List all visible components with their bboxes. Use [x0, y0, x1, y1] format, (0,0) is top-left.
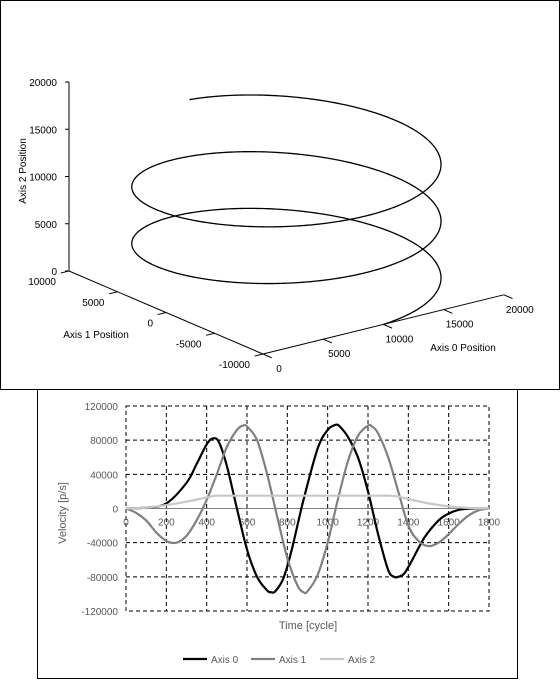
x-tick-label: 600: [239, 518, 256, 529]
x-tick-mark: [503, 294, 513, 299]
x-tick-label: 1200: [357, 518, 380, 529]
legend-label: Axis 0: [211, 655, 239, 666]
chart-3d-svg: 0 5000 10000 15000 20000 -10000 -5000 0 5000 1000…: [18, 78, 534, 375]
x-tick-mark: [323, 338, 333, 344]
chart-2d-panel: 0 200 400 600 800 1000 1200 1400 1600 1800 120000 8…: [37, 389, 518, 679]
y-axis-label: Velocity [p/s]: [57, 482, 69, 544]
x-tick-mark: [443, 309, 453, 314]
z-axis-label: Axis 2 Position: [18, 138, 29, 204]
x-tick-label: 200: [158, 518, 175, 529]
y-tick-label: 0: [112, 505, 118, 516]
y-tick-mark: [157, 312, 167, 316]
x-tick-label: 800: [279, 518, 296, 529]
legend-label: Axis 2: [348, 655, 376, 666]
x-tick-label: 20000: [506, 305, 534, 316]
x-tick-label: 15000: [446, 320, 474, 331]
x-axis-label: Time [cycle]: [279, 620, 337, 632]
x-tick-label: 1600: [438, 518, 461, 529]
y-tick-label: -120000: [81, 607, 118, 618]
helix-series-line: [131, 94, 442, 326]
series-line-axis-2: [125, 494, 490, 510]
series-line-axis-0: [125, 423, 489, 594]
legend-label: Axis 1: [279, 655, 307, 666]
z-tick-label: 10000: [29, 173, 57, 184]
x-tick-mark: [383, 323, 393, 329]
x-tick-label: 0: [123, 518, 129, 529]
x-tick-label: 0: [276, 364, 282, 375]
x-tick-mark: [262, 353, 272, 359]
y-tick-label: 80000: [90, 436, 118, 447]
y-tick-label: -10000: [219, 360, 251, 371]
z-tick-label: 15000: [29, 125, 57, 136]
legend: Axis 0 Axis 1 Axis 2: [183, 655, 376, 666]
y-tick-mark: [205, 332, 215, 336]
y-tick-label: 120000: [85, 402, 119, 413]
x-tick-label: 1400: [397, 518, 420, 529]
y-axis-label: Axis 1 Position: [63, 330, 129, 341]
chart-3d-panel: 0 5000 10000 15000 20000 -10000 -5000 0 5000 1000…: [0, 0, 560, 390]
x-tick-label: 1000: [317, 518, 340, 529]
x-tick-label: 400: [198, 518, 215, 529]
series-line-axis-1: [125, 423, 490, 595]
x-axis-label: Axis 0 Position: [430, 343, 496, 354]
x-tick-label: 10000: [385, 334, 413, 345]
x-tick-label: 1800: [478, 518, 501, 529]
y-tick-label: 10000: [28, 277, 56, 288]
x-tick-label: 5000: [328, 349, 351, 360]
z-tick-label: 20000: [29, 78, 57, 89]
z-tick-label: 0: [51, 267, 57, 278]
y-tick-mark: [254, 353, 264, 357]
y-tick-mark: [108, 291, 118, 295]
y-tick-label: -5000: [176, 339, 202, 350]
y-tick-label: 0: [147, 319, 153, 330]
y-tick-label: 5000: [82, 298, 105, 309]
y-tick-label: 40000: [90, 470, 118, 481]
y-tick-label: -80000: [87, 573, 119, 584]
y-tick-label: -40000: [87, 539, 119, 550]
chart-2d-svg: 0 200 400 600 800 1000 1200 1400 1600 1800 120000 8…: [57, 402, 501, 666]
z-tick-label: 5000: [35, 220, 58, 231]
